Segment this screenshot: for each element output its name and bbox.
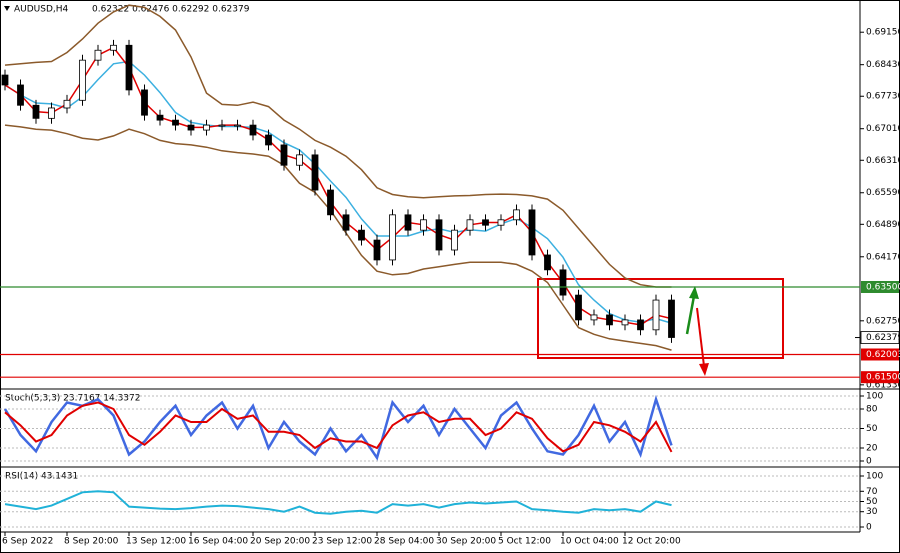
candle-body [234,124,241,127]
y-tick-label: 70 [866,487,878,497]
candle-body [63,99,71,109]
up-arrow-head [689,286,699,299]
oscillator-line [4,490,672,515]
candle-body [528,209,536,256]
y-tick-label: 100 [866,392,883,402]
range-box [537,278,784,359]
up-arrow [685,295,696,335]
level-label: 0.61500 [866,373,900,383]
down-arrow-head [699,363,709,376]
candle-body [404,214,412,231]
candle-body [156,114,164,121]
x-tick-label: 23 Sep 12:00 [312,537,372,547]
y-tick-label: 0.64890 [866,220,900,230]
candle-body [125,44,133,91]
x-tick-label: 6 Sep 2022 [2,537,53,547]
chart-title: AUDUSD,H4 [14,5,69,15]
x-tick-label: 16 Sep 04:00 [188,537,248,547]
candle-body [249,124,257,136]
candle-body [358,229,365,241]
x-tick-label: 5 Oct 12:00 [498,537,551,547]
level-label-box [861,348,899,361]
menu-icon[interactable] [4,6,10,11]
down-arrow [696,307,705,367]
y-tick-label: 0.68430 [866,60,900,70]
indicator-line [4,4,672,288]
candle-body [373,239,381,261]
candle-body [79,59,86,101]
candle-body [389,214,396,261]
candle-body [652,299,660,331]
candle-body [637,319,644,331]
candle-body [668,299,675,338]
y-tick-label: 20 [866,444,878,454]
candle-body [203,124,210,131]
candle-body [32,104,40,119]
level-label-box [861,371,899,384]
x-tick-label: 30 Sep 20:00 [436,537,496,547]
candle-body [17,84,24,106]
candle-body [559,269,567,296]
candle-body [435,219,443,251]
y-tick-label: 0.65590 [866,188,900,198]
indicator-line [4,60,672,324]
level-label-box [861,280,899,293]
candle-body [466,219,474,231]
candle-body [621,319,629,326]
candle-body [265,134,272,146]
x-tick-label: 12 Oct 20:00 [622,537,681,547]
candle-body [590,314,598,321]
candle-body [451,229,458,251]
x-tick-label: 13 Sep 12:00 [126,537,186,547]
candle-body [187,124,195,131]
level-label: 0.62003 [866,350,900,360]
y-tick-label: 0.67730 [866,92,900,102]
arrows [685,286,709,376]
candle-body [606,314,613,326]
candle-body [172,119,179,126]
y-tick-label: 0.67010 [866,124,900,134]
candle-body [342,214,350,231]
y-tick-label: 100 [866,472,883,482]
candle-body [311,154,319,191]
candle-body [218,124,226,127]
y-tick-label: 0.64170 [866,252,900,262]
y-tick-label: 0.62750 [866,316,900,326]
oscillator-line [4,401,673,453]
last-price-label: 0.62379 [866,333,900,343]
y-tick-label: 50 [866,424,878,434]
x-tick-label: 20 Sep 20:00 [250,537,310,547]
candle-body [1,74,9,86]
candle-body [544,254,551,271]
x-tick-label: 28 Sep 04:00 [374,537,434,547]
y-tick-label: 30 [866,507,878,517]
quote: 0.62322 0.62476 0.62292 0.62379 [92,5,250,15]
panel-title: Stoch(5,3,3) 23.7167 14.3372 [5,394,140,404]
y-tick-label: 0 [866,523,872,533]
candle-body [513,209,520,221]
y-tick-label: 0.66310 [866,156,900,166]
y-tick-label: 0.69150 [866,28,900,38]
indicator-line [4,124,672,351]
last-price-box [860,331,900,344]
candle-body [497,219,505,226]
candle-body [420,219,427,231]
candle-body [280,144,288,166]
x-tick-label: 8 Sep 20:00 [64,537,119,547]
y-tick-label: 80 [866,405,878,415]
y-tick-label: 0 [866,457,872,467]
candle-body [327,189,334,216]
y-tick-label: 50 [866,497,878,507]
candle-body [482,219,489,226]
y-tick-label: 0.61330 [866,380,900,390]
candle-body [94,49,102,61]
candle-body [296,154,303,166]
x-tick-label: 10 Oct 04:00 [560,537,619,547]
level-label: 0.63500 [866,282,900,292]
candle-body [48,107,55,119]
candle-body [575,294,582,321]
candle-body [141,89,148,116]
candle-body [110,44,117,51]
